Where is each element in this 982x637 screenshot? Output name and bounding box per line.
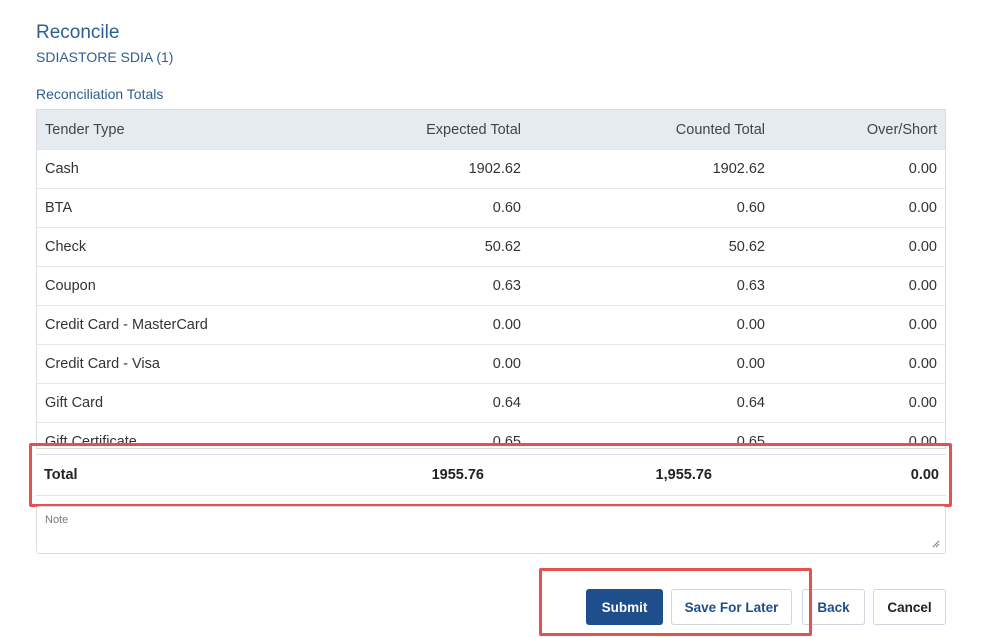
column-header-counted-total: Counted Total	[529, 110, 773, 150]
tender-type-cell: Credit Card - MasterCard	[37, 305, 291, 345]
store-name: SDIASTORE SDIA (1)	[36, 49, 174, 65]
column-header-expected-total: Expected Total	[291, 110, 529, 150]
tender-type-cell: Gift Certificate	[37, 422, 291, 448]
table-row: Gift Card 0.64 0.64 0.00	[37, 383, 945, 423]
tender-type-cell: Gift Card	[37, 383, 291, 423]
tender-type-cell: Check	[37, 227, 291, 267]
tender-type-cell: Coupon	[37, 266, 291, 306]
counted-total-cell: 0.60	[529, 188, 773, 228]
page-title: Reconcile	[36, 22, 120, 43]
column-header-over-short: Over/Short	[773, 110, 945, 150]
counted-total-cell: 1902.62	[529, 149, 773, 189]
total-row: Total 1955.76 1,955.76 0.00	[36, 454, 946, 496]
over-short-cell: 0.00	[773, 344, 945, 384]
total-label: Total	[44, 467, 78, 483]
counted-total-cell: 0.65	[529, 422, 773, 448]
table-row: Coupon 0.63 0.63 0.00	[37, 266, 945, 306]
over-short-cell: 0.00	[773, 188, 945, 228]
counted-total-cell: 0.00	[529, 344, 773, 384]
expected-total-cell: 0.60	[291, 188, 529, 228]
over-short-cell: 0.00	[773, 422, 945, 448]
submit-button[interactable]: Submit	[586, 589, 663, 625]
section-title: Reconciliation Totals	[36, 86, 164, 102]
expected-total-cell: 0.63	[291, 266, 529, 306]
reconciliation-table: Tender Type Expected Total Counted Total…	[37, 110, 945, 448]
expected-total-cell: 1902.62	[291, 149, 529, 189]
expected-total-cell: 0.00	[291, 344, 529, 384]
counted-total-cell: 0.63	[529, 266, 773, 306]
table-row: Gift Certificate 0.65 0.65 0.00	[37, 422, 945, 448]
column-header-tender-type: Tender Type	[37, 110, 291, 150]
expected-total-cell: 0.65	[291, 422, 529, 448]
over-short-cell: 0.00	[773, 383, 945, 423]
note-label: Note	[45, 514, 69, 526]
counted-total-cell: 0.64	[529, 383, 773, 423]
save-for-later-button[interactable]: Save For Later	[671, 589, 792, 625]
expected-total-cell: 0.64	[291, 383, 529, 423]
over-short-cell: 0.00	[773, 266, 945, 306]
total-over-short-value: 0.00	[910, 467, 939, 483]
counted-total-cell: 50.62	[529, 227, 773, 267]
over-short-cell: 0.00	[773, 305, 945, 345]
table-row: Credit Card - Visa 0.00 0.00 0.00	[37, 344, 945, 384]
tender-type-cell: Credit Card - Visa	[37, 344, 291, 384]
table-row: Check 50.62 50.62 0.00	[37, 227, 945, 267]
resize-handle-icon[interactable]	[932, 540, 940, 548]
table-header-row: Tender Type Expected Total Counted Total…	[37, 110, 945, 150]
table-row: Cash 1902.62 1902.62 0.00	[37, 149, 945, 189]
tender-type-cell: Cash	[37, 149, 291, 189]
over-short-cell: 0.00	[773, 149, 945, 189]
counted-total-cell: 0.00	[529, 305, 773, 345]
table-row: BTA 0.60 0.60 0.00	[37, 188, 945, 228]
total-counted-value: 1,955.76	[655, 467, 712, 483]
expected-total-cell: 50.62	[291, 227, 529, 267]
back-button[interactable]: Back	[802, 589, 865, 625]
over-short-cell: 0.00	[773, 227, 945, 267]
table-row: Credit Card - MasterCard 0.00 0.00 0.00	[37, 305, 945, 345]
reconciliation-table-container[interactable]: Tender Type Expected Total Counted Total…	[36, 109, 946, 449]
expected-total-cell: 0.00	[291, 305, 529, 345]
cancel-button[interactable]: Cancel	[873, 589, 946, 625]
note-field[interactable]: Note	[36, 506, 946, 554]
total-expected-value: 1955.76	[431, 467, 484, 483]
tender-type-cell: BTA	[37, 188, 291, 228]
